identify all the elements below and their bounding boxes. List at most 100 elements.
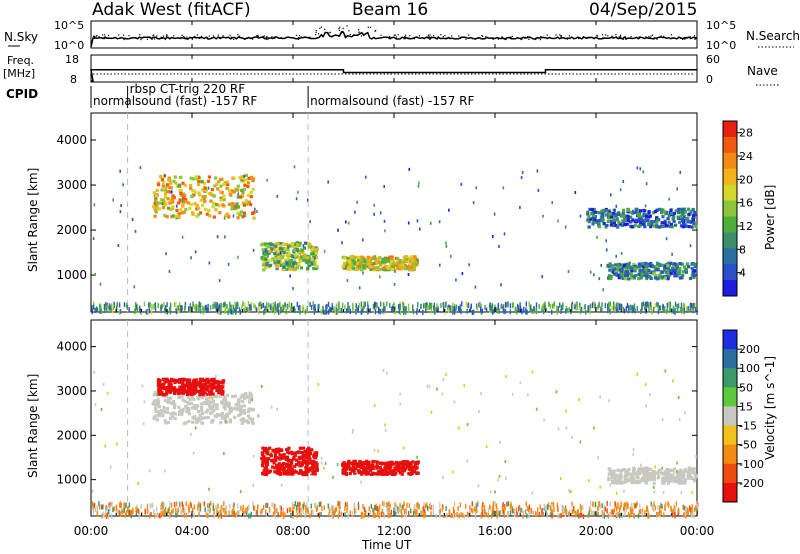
data-cell: [105, 512, 107, 518]
data-cell: [497, 507, 499, 513]
data-cell: [202, 389, 206, 393]
data-cell: [649, 220, 654, 224]
nsearch-dot: [638, 36, 640, 38]
data-cell: [380, 301, 382, 307]
data-cell: [273, 257, 277, 261]
data-cell: [545, 307, 548, 313]
nsearch-dot: [204, 37, 207, 39]
data-cell: [295, 247, 299, 252]
data-cell: [277, 447, 281, 451]
data-cell: [657, 303, 659, 309]
data-cell: [169, 302, 172, 308]
time-tick-label: 00:00: [74, 524, 109, 538]
data-cell: [156, 393, 158, 397]
data-cell: [194, 250, 197, 254]
data-cell: [601, 503, 603, 509]
data-cell: [176, 510, 179, 516]
data-cell: [557, 427, 560, 431]
data-cell: [244, 306, 247, 312]
data-cell: [565, 409, 567, 413]
data-cell: [448, 510, 450, 516]
data-cell: [152, 393, 156, 397]
data-cell: [631, 508, 634, 514]
data-cell: [212, 382, 216, 386]
data-cell: [153, 199, 157, 203]
data-cell: [364, 472, 368, 476]
data-cell: [376, 302, 378, 308]
data-cell: [278, 253, 282, 257]
data-cell: [405, 306, 407, 311]
data-cell: [374, 258, 378, 262]
data-cell: [395, 461, 399, 465]
data-cell: [400, 465, 404, 469]
data-cell: [116, 442, 118, 446]
data-cell: [683, 223, 687, 227]
data-cell: [308, 457, 312, 462]
data-cell: [432, 305, 435, 311]
data-cell: [225, 394, 229, 398]
data-cell: [191, 381, 195, 385]
data-cell: [214, 303, 216, 309]
data-cell: [198, 211, 203, 215]
data-cell: [635, 502, 637, 508]
data-cell: [571, 509, 574, 515]
data-cell: [205, 212, 209, 216]
data-cell: [187, 412, 191, 416]
data-cell: [156, 379, 160, 383]
data-cell: [161, 202, 164, 206]
data-cell: [216, 187, 220, 191]
data-cell: [380, 471, 384, 475]
data-cell: [232, 190, 236, 194]
data-cell: [377, 506, 379, 511]
data-cell: [629, 210, 633, 214]
data-cell: [616, 211, 620, 216]
data-cell: [516, 303, 519, 309]
data-cell: [323, 309, 325, 315]
nsearch-dot: [338, 29, 340, 31]
data-cell: [241, 201, 245, 205]
data-cell: [617, 511, 619, 517]
data-cell: [178, 501, 181, 507]
data-cell: [619, 188, 622, 192]
data-cell: [347, 513, 349, 519]
data-cell: [187, 407, 191, 411]
data-cell: [194, 382, 198, 386]
data-cell: [242, 410, 246, 415]
data-cell: [562, 302, 564, 308]
nsearch-dot: [649, 37, 651, 39]
data-cell: [693, 507, 696, 513]
data-cell: [290, 242, 294, 246]
data-cell: [187, 380, 191, 385]
data-cell: [574, 510, 576, 516]
data-cell: [410, 471, 414, 475]
data-cell: [234, 187, 238, 191]
data-cell: [184, 301, 187, 307]
nsearch-dot: [559, 34, 561, 36]
nsearch-dot: [611, 35, 613, 37]
data-cell: [233, 394, 238, 398]
data-cell: [383, 260, 387, 264]
data-cell: [161, 206, 166, 210]
data-cell: [490, 305, 492, 311]
data-cell: [673, 480, 677, 484]
data-cell: [267, 470, 271, 474]
data-cell: [415, 508, 417, 514]
data-cell: [252, 210, 256, 214]
data-cell: [162, 405, 166, 410]
data-cell: [381, 257, 385, 261]
data-cell: [215, 403, 219, 407]
nsearch-dot: [468, 34, 470, 36]
data-cell: [543, 309, 545, 315]
data-cell: [677, 476, 681, 480]
colorbar-swatch: [723, 264, 737, 281]
data-cell: [239, 210, 243, 214]
data-cell: [505, 374, 507, 378]
data-cell: [357, 256, 361, 260]
data-cell: [234, 403, 238, 407]
data-cell: [156, 382, 161, 386]
data-cell: [265, 509, 267, 515]
data-cell: [319, 501, 321, 507]
data-cell: [685, 506, 687, 512]
data-cell: [166, 309, 169, 315]
data-cell: [180, 211, 184, 215]
